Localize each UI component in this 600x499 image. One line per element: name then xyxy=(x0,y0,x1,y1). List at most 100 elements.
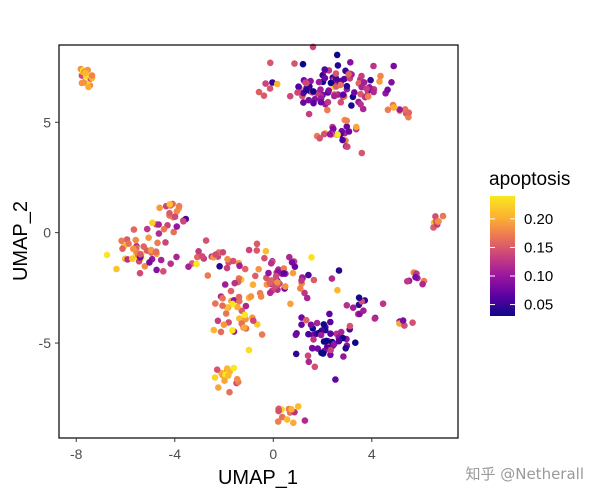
scatter-point xyxy=(221,281,229,288)
scatter-point xyxy=(143,225,151,233)
scatter-point xyxy=(88,72,96,79)
scatter-point xyxy=(130,226,138,233)
scatter-point xyxy=(321,66,329,73)
scatter-point xyxy=(335,337,343,345)
scatter-point xyxy=(432,213,439,220)
scatter-point xyxy=(303,316,310,324)
scatter-point xyxy=(229,300,236,308)
scatter-point xyxy=(337,328,345,336)
scatter-point xyxy=(291,263,299,271)
scatter-point xyxy=(249,281,257,289)
scatter-point xyxy=(223,365,231,372)
scatter-point xyxy=(340,353,347,360)
scatter-point xyxy=(358,149,366,157)
scatter-point xyxy=(272,272,280,280)
scatter-point xyxy=(409,319,416,327)
scatter-point xyxy=(310,88,317,95)
scatter-point xyxy=(199,253,206,260)
scatter-point xyxy=(262,80,269,87)
scatter-point xyxy=(324,106,331,114)
scatter-point xyxy=(343,123,351,130)
scatter-point xyxy=(173,253,180,261)
scatter-point xyxy=(304,352,312,360)
scatter-point xyxy=(305,271,312,279)
scatter-point xyxy=(219,295,226,302)
scatter-point xyxy=(222,310,230,317)
scatter-point xyxy=(390,104,397,111)
x-tick-label: -8 xyxy=(70,446,83,462)
scatter-point xyxy=(293,330,300,337)
scatter-point xyxy=(324,98,332,106)
scatter-point xyxy=(155,221,162,228)
scatter-point xyxy=(282,283,289,290)
scatter-point xyxy=(302,79,309,86)
scatter-point xyxy=(371,315,379,322)
scatter-point xyxy=(343,117,351,124)
scatter-point xyxy=(390,62,398,70)
scatter-point xyxy=(204,272,212,279)
scatter-point xyxy=(265,269,272,277)
scatter-point xyxy=(376,78,383,85)
scatter-point xyxy=(360,79,368,86)
scatter-point xyxy=(145,234,152,241)
scatter-point xyxy=(317,331,325,339)
scatter-point xyxy=(334,62,342,69)
scatter-point xyxy=(257,293,265,300)
scatter-point xyxy=(250,317,257,325)
scatter-point xyxy=(230,364,238,372)
scatter-point xyxy=(298,277,305,284)
scatter-point xyxy=(137,251,144,258)
scatter-point xyxy=(396,106,403,113)
scatter-point xyxy=(405,109,413,116)
scatter-point xyxy=(155,230,163,237)
scatter-point xyxy=(273,80,281,88)
scatter-point xyxy=(353,123,360,131)
legend-tick-label: 0.10 xyxy=(524,268,553,285)
scatter-point xyxy=(167,260,174,268)
scatter-point xyxy=(211,374,219,381)
scatter-point xyxy=(227,287,235,295)
scatter-point xyxy=(274,418,282,425)
scatter-point xyxy=(286,253,293,261)
scatter-point xyxy=(245,346,253,354)
scatter-point xyxy=(349,304,357,312)
scatter-point xyxy=(358,72,365,80)
scatter-point xyxy=(236,262,243,270)
x-tick-label: -4 xyxy=(169,446,182,462)
scatter-point xyxy=(267,260,275,267)
scatter-point xyxy=(333,51,341,59)
scatter-point xyxy=(162,239,169,246)
scatter-point xyxy=(326,131,334,138)
scatter-point xyxy=(166,209,173,217)
scatter-point xyxy=(170,228,177,236)
scatter-point xyxy=(153,266,160,274)
scatter-point xyxy=(280,265,288,272)
scatter-point xyxy=(275,407,282,415)
scatter-point xyxy=(348,102,355,109)
scatter-point xyxy=(173,223,181,230)
scatter-point xyxy=(370,88,377,96)
legend-ticks: 0.20 0.15 0.10 0.05 xyxy=(490,211,553,314)
scatter-point xyxy=(220,321,228,329)
scatter-point xyxy=(327,346,335,354)
scatter-point xyxy=(419,280,426,288)
scatter-point xyxy=(113,265,120,273)
scatter-point xyxy=(326,310,333,318)
scatter-point xyxy=(213,366,221,374)
scatter-point xyxy=(412,273,419,281)
scatter-point xyxy=(129,245,137,253)
scatter-point xyxy=(339,136,346,144)
scatter-point xyxy=(327,351,334,359)
scatter-point xyxy=(234,303,241,311)
scatter-point xyxy=(229,257,237,265)
scatter-point xyxy=(310,336,317,343)
scatter-point xyxy=(195,248,202,255)
scatter-point xyxy=(331,92,338,100)
scatter-point xyxy=(308,253,315,261)
scatter-point xyxy=(327,79,335,87)
scatter-point xyxy=(242,302,250,310)
scatter-point xyxy=(305,330,312,338)
scatter-point xyxy=(337,99,345,106)
scatter-point xyxy=(180,218,187,225)
plot-panel-border xyxy=(58,44,459,439)
